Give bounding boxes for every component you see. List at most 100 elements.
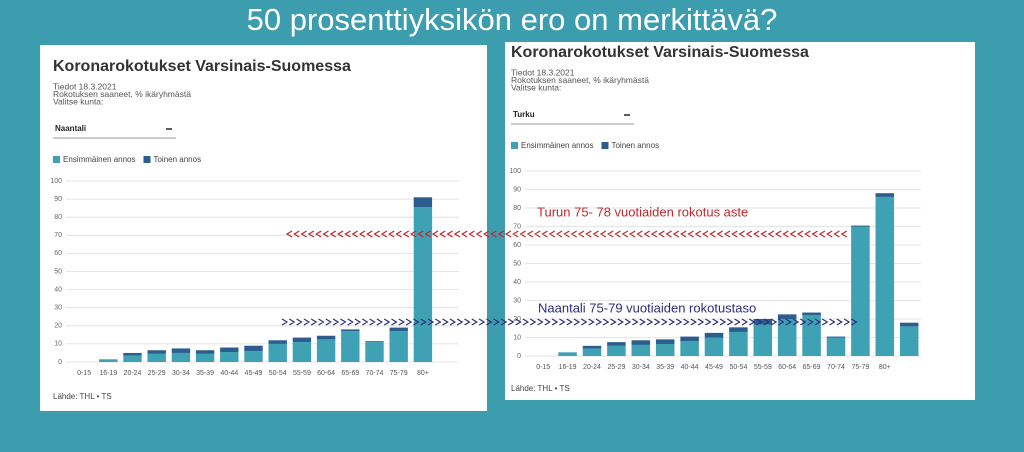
bar	[655, 343, 675, 356]
x-tick-label: 40-44	[681, 364, 699, 371]
bar	[147, 353, 166, 362]
bar	[220, 352, 239, 362]
bar	[389, 331, 408, 362]
y-tick-label: 10	[54, 341, 62, 348]
y-tick-label: 0	[58, 359, 62, 366]
x-tick-label: 40-44	[220, 370, 238, 377]
bar	[802, 315, 821, 356]
subtitle: Tiedot 18.3.2021	[511, 67, 575, 77]
y-tick-label: 80	[54, 214, 62, 221]
x-tick-label: 0-15	[536, 364, 550, 371]
bar	[777, 314, 797, 319]
bar	[777, 319, 797, 356]
bar	[171, 348, 191, 353]
x-tick-label: 75-79	[851, 364, 869, 371]
x-tick-label: 55-59	[754, 364, 772, 371]
legend-swatch	[601, 142, 609, 149]
bar	[680, 341, 699, 356]
x-tick-label: 65-69	[341, 370, 359, 377]
x-tick-label: 70-74	[827, 364, 845, 371]
bar	[875, 196, 895, 356]
bar	[123, 355, 142, 362]
slide-title: 50 prosenttiyksikön ero on merkittävä?	[247, 2, 778, 37]
bar	[753, 324, 773, 356]
bar	[365, 341, 384, 343]
subtitle: Rokotuksen saaneet, % ikäryhmästä	[511, 75, 649, 85]
x-tick-label: 20-24	[124, 370, 142, 377]
bar	[582, 345, 602, 349]
bar	[802, 312, 821, 316]
bar	[389, 327, 408, 332]
y-tick-label: 50	[513, 260, 521, 267]
bar	[244, 351, 263, 362]
bar	[875, 193, 895, 197]
panel	[40, 45, 487, 411]
subtitle: Tiedot 18.3.2021	[53, 81, 117, 91]
bar	[341, 329, 360, 332]
x-tick-label: 35-39	[656, 364, 674, 371]
annotation: Naantali 75-79 vuotiaiden rokotustaso	[538, 300, 756, 315]
y-tick-label: 40	[54, 286, 62, 293]
bar	[680, 336, 699, 342]
bar	[244, 345, 263, 352]
bar	[899, 326, 919, 356]
dropdown[interactable]: Turku	[513, 110, 535, 119]
bar	[899, 322, 919, 327]
dropdown[interactable]: Naantali	[55, 124, 86, 133]
chart-title: Koronarokotukset Varsinais-Suomessa	[511, 44, 809, 61]
chart-title: Koronarokotukset Varsinais-Suomessa	[53, 58, 351, 75]
bar	[99, 359, 118, 362]
annotation: Turun 75- 78 vuotiaiden rokotus aste	[537, 204, 748, 219]
x-tick-label: 45-49	[705, 364, 723, 371]
bar	[631, 344, 651, 356]
y-tick-label: 50	[54, 268, 62, 275]
subtitle: Valitse kunta:	[511, 82, 561, 92]
bar	[147, 350, 166, 354]
bar	[753, 319, 773, 325]
x-tick-label: 50-54	[729, 364, 747, 371]
bar	[704, 337, 724, 356]
x-tick-label: 75-79	[390, 370, 408, 377]
x-tick-label: 70-74	[366, 370, 384, 377]
legend-swatch	[53, 156, 60, 163]
bar	[171, 352, 191, 362]
x-tick-label: 55-59	[293, 370, 311, 377]
bar	[631, 340, 651, 345]
x-tick-label: 25-29	[607, 364, 625, 371]
y-tick-label: 90	[513, 186, 521, 193]
bar	[316, 335, 336, 340]
bar	[558, 352, 577, 356]
legend-label: Ensimmäinen annos	[63, 155, 135, 164]
bar	[851, 225, 870, 227]
bar	[607, 345, 626, 356]
y-tick-label: 0	[517, 353, 521, 360]
bar	[365, 342, 384, 362]
bar	[826, 336, 846, 338]
subtitle: Valitse kunta:	[53, 96, 103, 106]
source: Lähde: THL • TS	[511, 384, 570, 393]
legend-label: Toinen annos	[153, 155, 201, 164]
x-tick-label: 16-19	[99, 370, 117, 377]
x-tick-label: 65-69	[803, 364, 821, 371]
y-tick-label: 60	[54, 250, 62, 257]
bar	[655, 339, 675, 344]
x-tick-label: 80+	[417, 370, 429, 377]
bar	[292, 337, 312, 343]
y-tick-label: 30	[54, 305, 62, 312]
legend-swatch	[143, 156, 151, 163]
x-tick-label: 80+	[879, 364, 891, 371]
y-tick-label: 70	[54, 232, 62, 239]
y-tick-label: 100	[50, 178, 62, 185]
x-tick-label: 20-24	[583, 364, 601, 371]
bar	[341, 331, 360, 362]
bar	[195, 353, 215, 362]
y-tick-label: 80	[513, 205, 521, 212]
y-tick-label: 60	[513, 242, 521, 249]
bar	[729, 327, 748, 332]
bar	[851, 226, 870, 356]
bar	[729, 331, 748, 356]
x-tick-label: 30-34	[632, 364, 650, 371]
y-tick-label: 100	[509, 168, 521, 175]
bar	[220, 347, 239, 353]
bar	[582, 348, 602, 356]
